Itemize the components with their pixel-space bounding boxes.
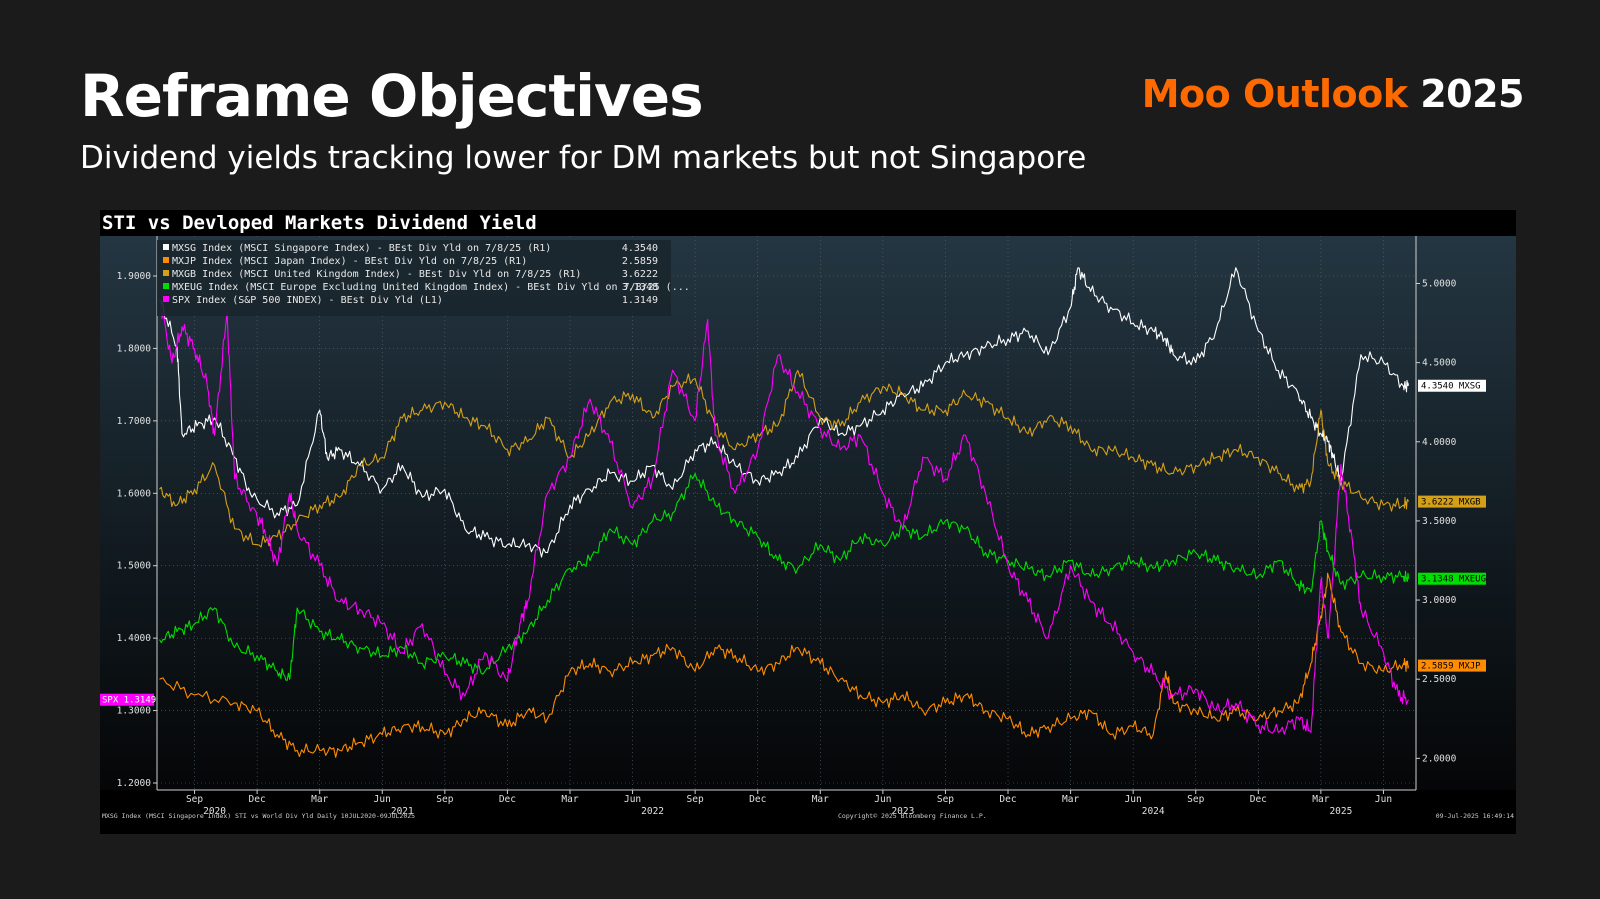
axes: Sep Dec Mar Jun Sep Dec Mar Jun Sep Dec Mar Jun Sep D…: [117, 236, 1457, 817]
x-tick-label: Dec: [499, 794, 516, 805]
right-tick-label: 5.0000: [1422, 278, 1457, 289]
brand-logo: Moo Outlook 2025: [1141, 72, 1525, 116]
left-tick-label: 1.7000: [117, 416, 152, 427]
legend-value: 1.3149: [622, 295, 658, 306]
slide-subtitle: Dividend yields tracking lower for DM ma…: [80, 140, 1087, 176]
x-tick-label: Mar: [1312, 794, 1329, 805]
legend-entry: MXGB Index (MSCI United Kingdom Index) -…: [172, 269, 581, 280]
x-year-label: 2020: [203, 806, 226, 817]
slide-title: Reframe Objectives: [80, 62, 704, 130]
series-line: [159, 369, 1410, 548]
x-tick-label: Dec: [749, 794, 766, 805]
x-tick-label: Jun: [624, 794, 641, 805]
legend-entry: MXEUG Index (MSCI Europe Excluding Unite…: [172, 282, 690, 293]
grid: [157, 236, 1416, 790]
footer-left: MXSG Index (MSCI Singapore Index) STI vs…: [102, 812, 415, 820]
legend-swatch: [163, 296, 169, 302]
last-value-tags: 4.3540 MXSG 2.5859 MXJP 3.6222 MXGB 3.1348 …: [100, 379, 1486, 706]
x-tick-label: Sep: [687, 794, 704, 805]
x-tick-label: Jun: [374, 794, 391, 805]
value-tag: [1418, 379, 1486, 392]
value-tag: [1418, 572, 1486, 585]
value-tag: [100, 693, 154, 706]
legend-background: [157, 240, 671, 316]
left-tick-label: 1.2000: [117, 778, 152, 789]
right-tick-label: 2.0000: [1422, 753, 1457, 764]
plot-area: [100, 236, 1516, 790]
left-tick-label: 1.9000: [117, 271, 152, 282]
legend-entry: MXJP Index (MSCI Japan Index) - BEst Div…: [172, 256, 527, 267]
x-year-label: 2025: [1329, 806, 1352, 817]
chart-footer: MXSG Index (MSCI Singapore Index) STI vs…: [102, 812, 1514, 820]
left-tick-label: 1.4000: [117, 633, 152, 644]
footer-right: 09-Jul-2025 16:49:14: [1436, 812, 1514, 820]
right-tick-label: 3.5000: [1422, 516, 1457, 527]
value-tag-label: 3.1348 MXEUG: [1421, 575, 1486, 585]
legend: MXSG Index (MSCI Singapore Index) - BEst…: [157, 240, 690, 316]
right-tick-label: 4.5000: [1422, 358, 1457, 369]
legend-value: 4.3540: [622, 243, 658, 254]
x-year-label: 2022: [641, 806, 664, 817]
legend-value: 3.1348: [622, 282, 658, 293]
x-tick-label: Mar: [561, 794, 578, 805]
x-tick-label: Mar: [812, 794, 829, 805]
legend-entry: SPX Index (S&P 500 INDEX) - BEst Div Yld…: [172, 295, 443, 306]
left-tick-label: 1.3000: [117, 706, 152, 717]
x-tick-label: Mar: [1062, 794, 1079, 805]
value-tag-label: 4.3540 MXSG: [1421, 382, 1481, 392]
x-year-label: 2023: [891, 806, 914, 817]
x-tick-label: Jun: [1375, 794, 1392, 805]
x-tick-label: Dec: [999, 794, 1016, 805]
x-tick-label: Sep: [937, 794, 954, 805]
left-tick-label: 1.5000: [117, 561, 152, 572]
series-lines: [158, 267, 1410, 758]
legend-swatch: [163, 270, 169, 276]
legend-value: 2.5859: [622, 256, 658, 267]
brand-name: Moo Outlook: [1141, 72, 1408, 116]
x-year-label: 2021: [391, 806, 414, 817]
dividend-yield-chart: Sep Dec Mar Jun Sep Dec Mar Jun Sep Dec Mar Jun Sep D…: [100, 236, 1516, 820]
legend-swatch: [163, 283, 169, 289]
x-year-label: 2024: [1142, 806, 1165, 817]
brand-year: 2025: [1420, 72, 1524, 116]
x-tick-label: Mar: [311, 794, 328, 805]
x-tick-label: Sep: [436, 794, 453, 805]
legend-value: 3.6222: [622, 269, 658, 280]
chart-title: STI vs Devloped Markets Dividend Yield: [102, 212, 537, 234]
series-line: [159, 472, 1410, 681]
value-tag-label: 2.5859 MXJP: [1421, 662, 1481, 672]
series-line: [158, 297, 1409, 735]
value-tag-label: 3.6222 MXGB: [1421, 498, 1481, 508]
value-tag: [1418, 495, 1486, 508]
footer-center: Copyright© 2025 Bloomberg Finance L.P.: [838, 812, 987, 820]
right-tick-label: 4.0000: [1422, 437, 1457, 448]
left-tick-label: 1.8000: [117, 343, 152, 354]
legend-entry: MXSG Index (MSCI Singapore Index) - BEst…: [172, 243, 551, 254]
x-tick-label: Jun: [874, 794, 891, 805]
x-tick-label: Sep: [186, 794, 203, 805]
right-tick-label: 2.5000: [1422, 674, 1457, 685]
legend-swatch: [163, 257, 169, 263]
x-tick-label: Jun: [1125, 794, 1142, 805]
x-tick-label: Dec: [1250, 794, 1267, 805]
value-tag: [1418, 659, 1486, 672]
left-tick-label: 1.6000: [117, 488, 152, 499]
chart-frame: Sep Dec Mar Jun Sep Dec Mar Jun Sep Dec Mar Jun Sep D…: [100, 210, 1516, 834]
x-tick-label: Dec: [249, 794, 266, 805]
x-tick-label: Sep: [1187, 794, 1204, 805]
right-tick-label: 3.0000: [1422, 595, 1457, 606]
legend-swatch: [163, 244, 169, 250]
value-tag-label: SPX 1.3149: [102, 696, 156, 706]
